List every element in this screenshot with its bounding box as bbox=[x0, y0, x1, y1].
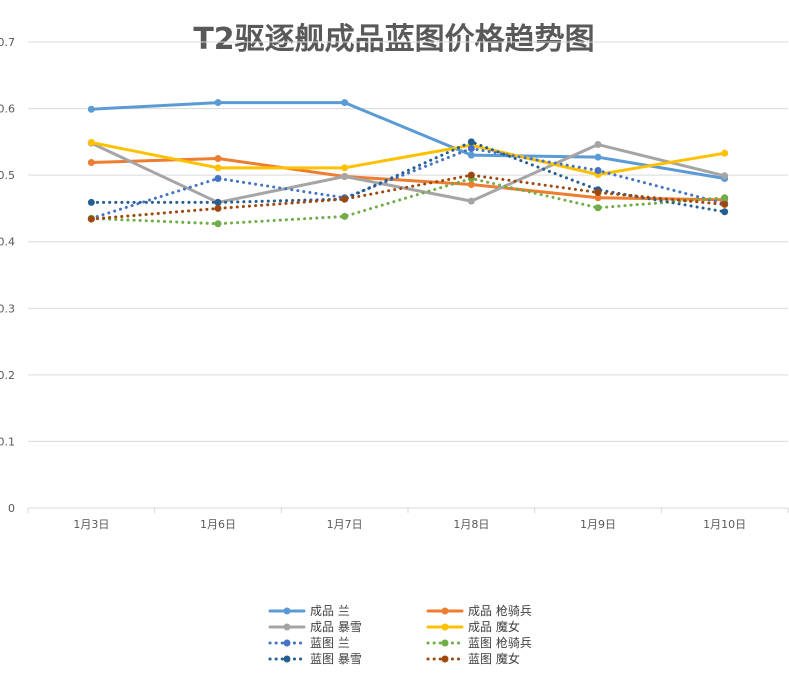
x-tick-label: 1月7日 bbox=[327, 518, 363, 531]
data-point bbox=[721, 200, 729, 208]
legend-label: 成品 枪骑兵 bbox=[468, 603, 532, 618]
y-tick-label: 0.5 bbox=[0, 169, 15, 182]
x-tick-label: 1月3日 bbox=[73, 518, 109, 531]
data-point bbox=[87, 198, 95, 206]
data-point bbox=[87, 139, 95, 147]
series-line bbox=[89, 140, 727, 214]
data-point bbox=[214, 155, 222, 162]
legend-label: 成品 暴雪 bbox=[310, 620, 362, 634]
data-point bbox=[721, 208, 729, 216]
data-point bbox=[594, 166, 602, 174]
axes: 0 0.1 0.2 0.3 0.4 0.5 0.6 0.7 1月3日 1月6日 1月7日 1月8日 1月… bbox=[0, 36, 789, 531]
data-point bbox=[721, 172, 729, 180]
data-point bbox=[341, 164, 349, 172]
series-line bbox=[89, 141, 727, 176]
data-point bbox=[594, 188, 602, 196]
series-line bbox=[89, 101, 727, 180]
data-point bbox=[214, 198, 222, 206]
series-line bbox=[89, 147, 727, 220]
data-point bbox=[341, 172, 349, 180]
data-point bbox=[467, 171, 475, 179]
x-tick-label: 1月10日 bbox=[703, 518, 746, 531]
series-line bbox=[89, 141, 727, 204]
data-point bbox=[721, 149, 729, 157]
data-point bbox=[594, 194, 602, 202]
legend-label: 蓝图 兰 bbox=[310, 636, 350, 650]
legend-swatch-marker bbox=[441, 639, 449, 647]
data-point bbox=[87, 215, 95, 223]
gridlines bbox=[28, 41, 788, 442]
data-point bbox=[594, 141, 602, 149]
legend-label: 蓝图 枪骑兵 bbox=[468, 635, 532, 650]
legend-label: 蓝图 暴雪 bbox=[310, 652, 362, 666]
data-point bbox=[214, 174, 222, 182]
chart-title: T2驱逐舰成品蓝图价格趋势图 bbox=[193, 22, 594, 57]
data-point bbox=[214, 99, 222, 107]
y-tick-label: 0.3 bbox=[0, 302, 15, 315]
x-tick-label: 1月6日 bbox=[200, 518, 236, 531]
data-point bbox=[341, 99, 349, 107]
data-point bbox=[467, 151, 475, 159]
series-line bbox=[89, 157, 727, 202]
data-point bbox=[721, 194, 729, 202]
data-point bbox=[214, 164, 222, 172]
data-point bbox=[87, 105, 95, 113]
data-point bbox=[594, 204, 602, 212]
y-tick-label: 0.2 bbox=[0, 369, 15, 382]
y-tick-label: 0 bbox=[8, 502, 15, 515]
data-point bbox=[214, 220, 222, 228]
legend-swatch-marker bbox=[441, 655, 449, 663]
legend-swatch-marker bbox=[283, 623, 291, 631]
x-tick-label: 1月9日 bbox=[580, 518, 616, 531]
y-tick-label: 0.7 bbox=[0, 36, 15, 49]
legend-swatch-marker bbox=[441, 623, 449, 631]
data-point bbox=[341, 212, 349, 220]
series-line bbox=[89, 173, 727, 221]
data-point bbox=[341, 195, 349, 203]
legend-label: 成品 魔女 bbox=[468, 619, 520, 634]
data-point bbox=[467, 138, 475, 146]
series-lines bbox=[87, 99, 729, 228]
data-point bbox=[467, 197, 475, 205]
legend-swatch-marker bbox=[441, 607, 449, 615]
data-point bbox=[594, 153, 602, 161]
x-tick-label: 1月8日 bbox=[453, 518, 489, 531]
legend-swatch-marker bbox=[283, 639, 291, 647]
series-line bbox=[89, 176, 727, 226]
legend-label: 蓝图 魔女 bbox=[468, 651, 520, 666]
y-tick-label: 0.4 bbox=[0, 236, 15, 249]
legend-swatch-marker bbox=[283, 607, 291, 615]
data-point bbox=[467, 145, 475, 153]
data-point bbox=[87, 158, 95, 166]
data-point bbox=[467, 180, 475, 188]
series-group bbox=[87, 171, 729, 223]
legend-swatch-marker bbox=[283, 655, 291, 663]
data-point bbox=[214, 204, 222, 212]
y-tick-label: 0.6 bbox=[0, 103, 15, 116]
legend-label: 成品 兰 bbox=[310, 604, 350, 618]
y-tick-label: 0.1 bbox=[0, 435, 15, 448]
